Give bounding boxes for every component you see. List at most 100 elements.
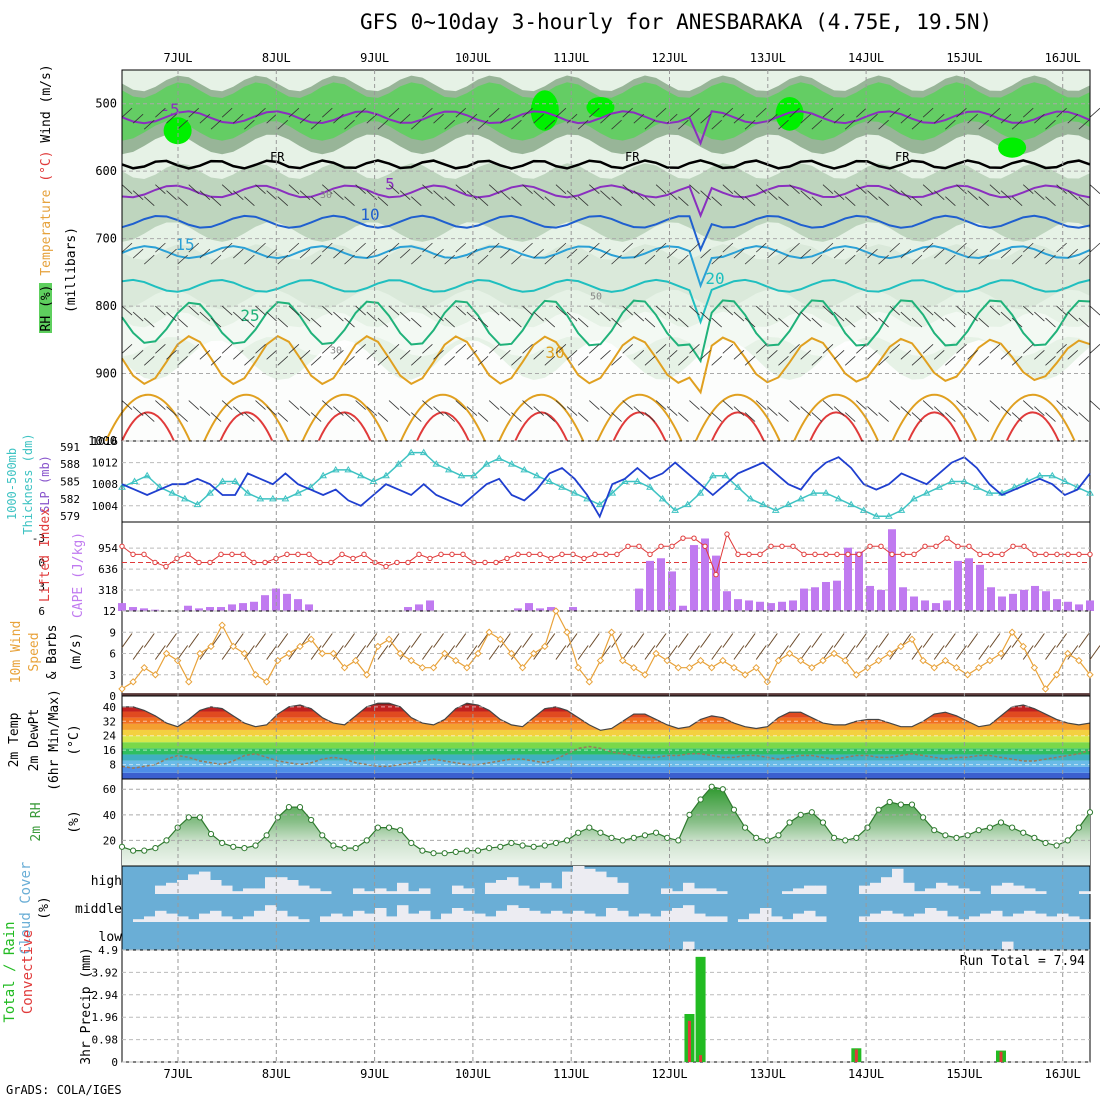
wind-barb [711,412,722,422]
rh-point [597,829,604,836]
cape-bar [151,609,159,611]
wind-barb [455,184,467,194]
pressure-axis-label: (millibars) [64,227,79,313]
wind-barb [856,107,867,118]
wind-speed-point [1008,628,1016,636]
temp-color-band [122,766,1090,773]
cloud-middle-cell [771,916,783,922]
wind-speed-line [121,609,1091,691]
wind-barb [466,248,478,259]
wind-barb [500,406,511,416]
li-point [801,551,807,558]
wind-barb [188,242,200,253]
wind-barb [522,400,533,410]
cape-bar [690,545,698,611]
wind-barb [244,119,255,130]
cape-bar [679,605,687,611]
cape-bar [657,558,665,611]
wind-barb [945,317,956,328]
wind-barb [388,344,400,354]
wind-speed-point [463,663,471,672]
rh-point [975,827,982,834]
wind-barb [867,350,878,360]
wind-barb [433,190,444,200]
wind-barb [900,248,912,259]
page-title: GFS 0~10day 3-hourly for ANESBARAKA (4.7… [360,10,993,34]
precip-tick: 4.9 [98,944,118,957]
wind-barb [333,311,344,322]
wind-barb [132,350,144,360]
wind-speed-point [218,621,226,629]
cloud-middle-cell [441,913,453,922]
wind-barb [411,196,422,206]
li-point [548,555,554,562]
rh-point [296,804,304,811]
wind-barb [878,317,889,328]
rh-point [652,829,660,836]
li-point [779,543,785,549]
cloud-middle-cell [430,919,442,922]
wind-barb [288,107,300,118]
wind-barb [589,242,600,253]
cloud-low-cell [683,941,695,950]
li-point [1032,551,1038,558]
cape-bar [217,607,225,611]
rh-point [741,824,749,831]
wind-barb [989,107,1001,118]
wind-axis-label-3: & Barbs [45,625,60,680]
rh-point [330,842,337,849]
wind-barb [288,305,300,316]
wind-barb [655,344,667,354]
thickness-point [746,494,755,502]
wind-barb [844,119,856,130]
cape-bar [1075,604,1083,611]
wind-speed-point [251,671,260,679]
thickness-point [394,460,403,467]
temp-color-band [122,736,1090,743]
li-tick: 0 [38,556,45,569]
thickness-point [1035,471,1044,479]
cloud-middle-cell [276,910,288,922]
wind-barb [1011,196,1023,206]
li-point [834,551,840,558]
wind-barb [856,305,867,316]
wind-barb-10m [488,645,500,660]
li-point [1087,551,1093,558]
cape-bar [283,593,291,611]
wind-speed-point [607,628,616,636]
wind-barb [767,406,778,416]
thickness-point [432,460,441,467]
wind-speed-point [374,642,382,651]
temp-tick: 24 [103,730,117,743]
wind-barb [767,190,778,200]
cloud-middle-cell [859,916,871,922]
rh-point [819,819,827,826]
wind-barb [322,184,333,194]
wind-barb [344,254,355,265]
rh-peak [586,96,615,118]
wind-speed-point [474,649,482,658]
wind-barb [333,406,344,416]
li-point [1043,551,1049,558]
wind-barb [922,344,934,354]
wind-barb [544,412,556,422]
wind-barb-10m [399,645,411,660]
thickness-point [319,471,328,479]
cape-bar [569,607,577,611]
wind-barb [978,317,990,328]
isotherm-label: 5 [385,174,395,193]
cape-bar [1086,600,1094,611]
li-point [328,559,334,566]
precip-axis-label-1: Total / Rain [2,921,18,1022]
wind-barb [333,113,344,124]
wind-speed-point [785,649,794,658]
wind-barb [744,254,756,265]
wind-barb [577,317,589,328]
wind-barb [266,406,277,416]
rh-point [608,834,615,841]
wind-barb [477,196,489,206]
wind-barb [933,113,945,124]
warm-contour [793,394,880,442]
wind-barb [121,107,133,118]
thickness-axis-label-part: Thickness (dm) [21,433,35,534]
